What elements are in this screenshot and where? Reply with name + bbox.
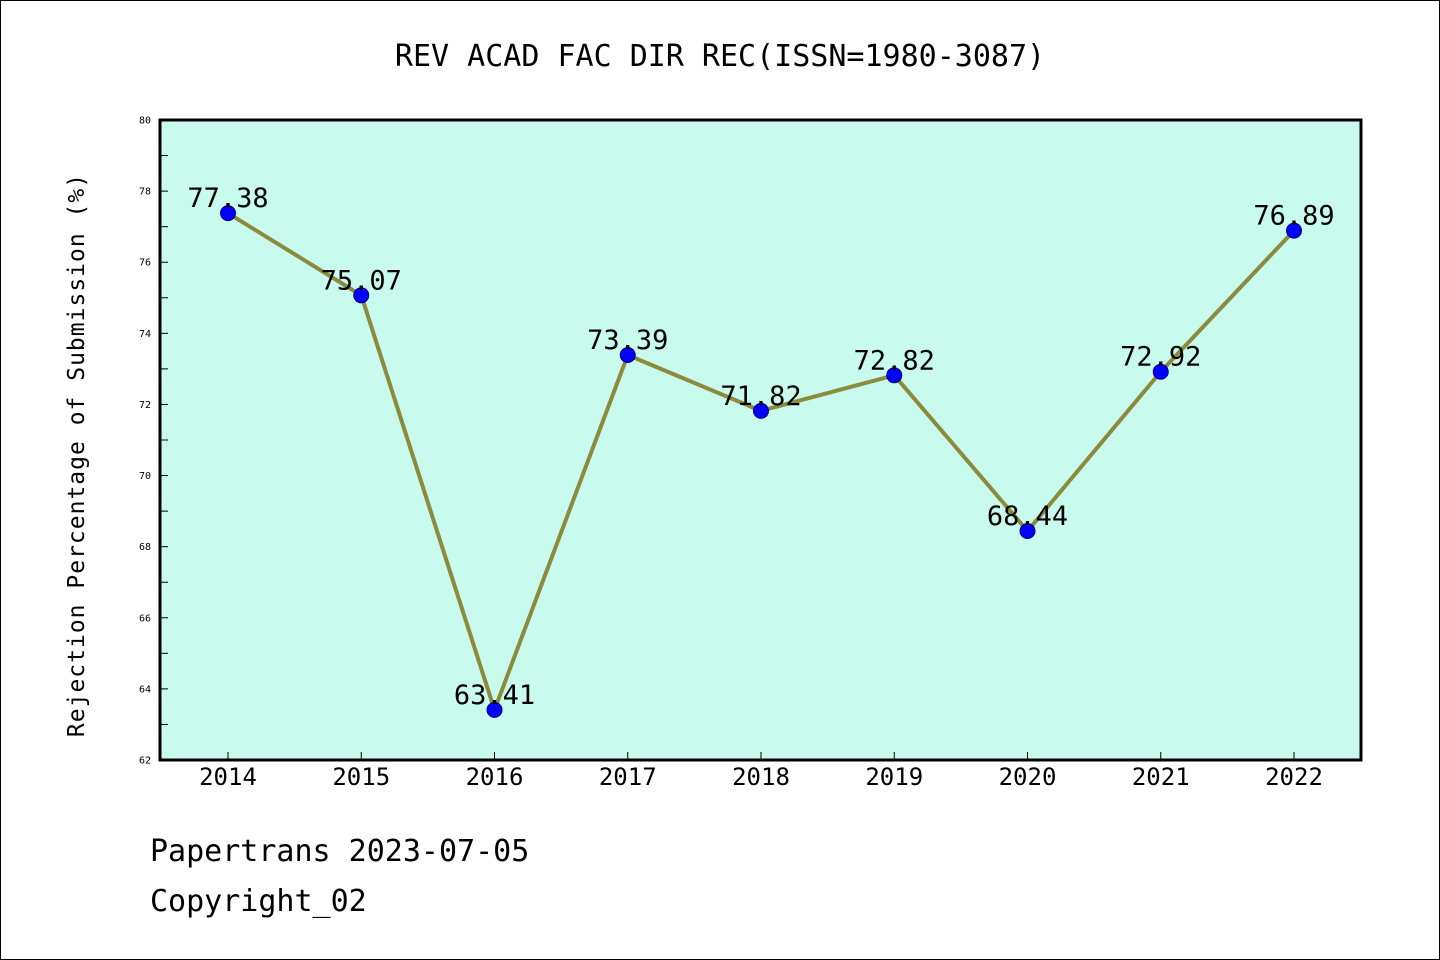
data-point-2018 (753, 402, 769, 419)
data-label-2020: 68.44 (987, 501, 1068, 532)
data-point-2014 (220, 205, 236, 222)
data-point-2019 (886, 367, 903, 384)
data-point-2021 (1152, 363, 1169, 380)
y-axis: 62 64 66 68 70 72 74 76 78 80 (139, 116, 168, 767)
data-label-2015: 75.07 (321, 265, 402, 296)
x-tick-label: 2015 (332, 763, 390, 791)
data-point-2016 (486, 701, 503, 718)
data-label-2016: 63.41 (454, 680, 535, 711)
y-tick-label: 70 (139, 471, 151, 482)
chart-title: REV ACAD FAC DIR REC(ISSN=1980-3087) (395, 39, 1045, 74)
y-tick-label: 66 (139, 613, 151, 624)
footer-copyright: Copyright_02 (150, 884, 367, 919)
x-tick-label: 2018 (732, 763, 790, 791)
x-tick-label: 2019 (865, 763, 923, 791)
data-point-2017 (619, 347, 636, 364)
data-point-2020 (1019, 523, 1036, 540)
y-tick-label: 78 (139, 187, 151, 198)
x-tick-label: 2016 (466, 763, 524, 791)
data-label-2018: 71.82 (720, 381, 801, 412)
y-axis-label: Rejection Percentage of Submission (%) (64, 173, 90, 737)
x-tick-label: 2021 (1132, 763, 1190, 791)
y-tick-label: 72 (139, 400, 151, 411)
plot-area (158, 118, 1363, 762)
y-tick-label: 62 (139, 756, 151, 767)
y-tick-label: 68 (139, 542, 151, 553)
data-label-2021: 72.92 (1120, 342, 1201, 373)
x-tick-label: 2022 (1265, 763, 1323, 791)
y-tick-label: 80 (139, 116, 151, 127)
data-label-2022: 76.89 (1253, 201, 1334, 232)
series-group (220, 205, 1302, 718)
data-point-2015 (353, 287, 370, 304)
data-labels-group: 77.38 75.07 63.41 73.39 71.82 72.82 68.44 72.92… (187, 183, 1334, 711)
y-tick-label: 64 (139, 684, 151, 695)
data-label-2019: 72.82 (854, 345, 935, 376)
data-label-2014: 77.38 (187, 183, 268, 214)
y-tick-label: 76 (139, 258, 151, 269)
x-tick-label: 2020 (999, 763, 1057, 791)
x-axis: 2014 2015 2016 2017 2018 2019 2020 2021 2022 (199, 752, 1323, 791)
x-tick-label: 2014 (199, 763, 257, 791)
y-tick-label: 74 (139, 329, 151, 340)
data-point-2022 (1286, 222, 1302, 239)
footer-date: Papertrans 2023-07-05 (150, 834, 530, 869)
data-label-2017: 73.39 (587, 325, 668, 356)
x-tick-label: 2017 (599, 763, 657, 791)
